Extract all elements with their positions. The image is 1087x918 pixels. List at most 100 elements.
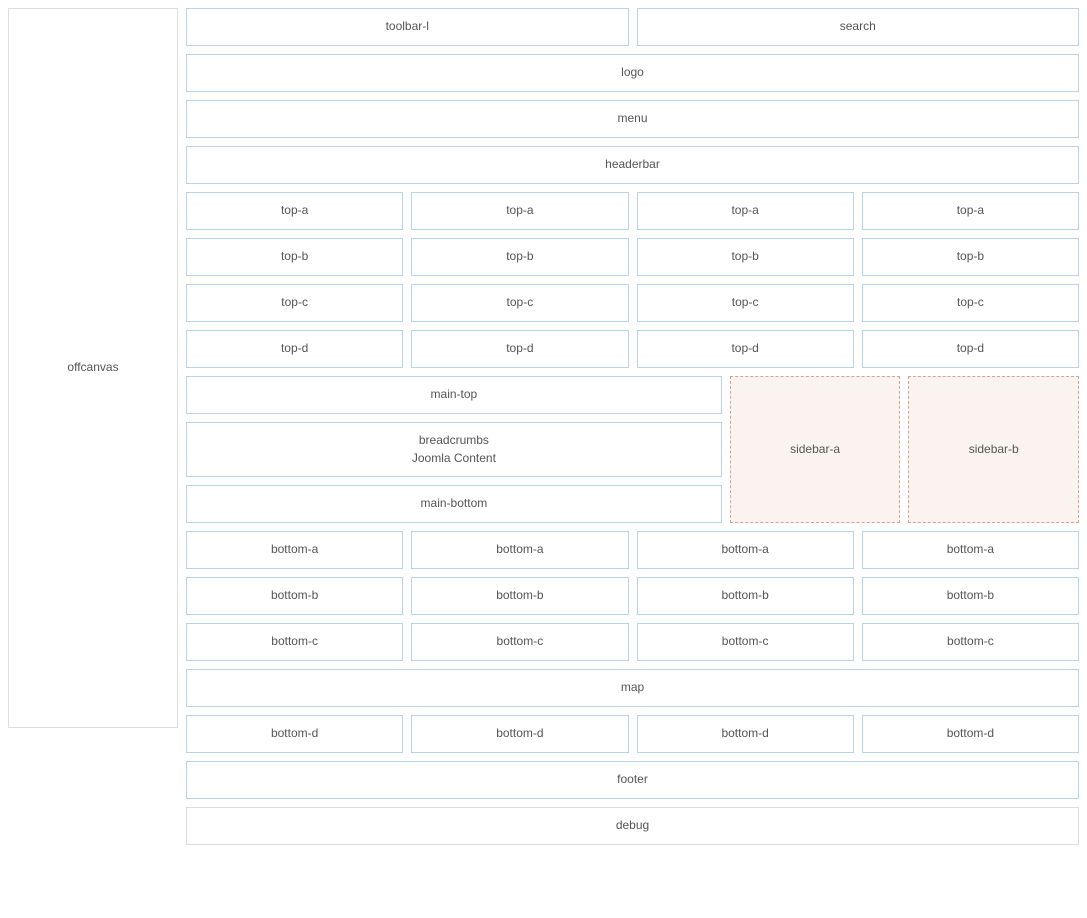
top-d-position: top-d [862,330,1079,368]
bottom-c-position: bottom-c [186,623,403,661]
main-top-label: main-top [431,387,478,403]
top-a-label: top-a [506,203,533,219]
bottom-d-position: bottom-d [637,715,854,753]
bottom-c-label: bottom-c [722,634,769,650]
map-label: map [621,680,644,696]
bottom-d-label: bottom-d [947,726,994,742]
main-column: toolbar-l search logo menu headerbar top… [186,8,1079,845]
top-b-position: top-b [862,238,1079,276]
main-bottom-position: main-bottom [186,485,722,523]
content-row: main-top breadcrumbs Joomla Content main… [186,376,1079,523]
bottom-d-position: bottom-d [186,715,403,753]
top-b-label: top-b [506,249,533,265]
sidebar-b-position: sidebar-b [908,376,1079,523]
top-a-row: top-a top-a top-a top-a [186,192,1079,230]
bottom-a-label: bottom-a [947,542,994,558]
bottom-b-label: bottom-b [721,588,768,604]
top-a-label: top-a [281,203,308,219]
top-b-row: top-b top-b top-b top-b [186,238,1079,276]
sidebar-a-position: sidebar-a [730,376,901,523]
bottom-d-row: bottom-d bottom-d bottom-d bottom-d [186,715,1079,753]
top-a-position: top-a [637,192,854,230]
bottom-b-position: bottom-b [411,577,628,615]
bottom-b-position: bottom-b [862,577,1079,615]
bottom-d-position: bottom-d [862,715,1079,753]
debug-position: debug [186,807,1079,845]
bottom-b-position: bottom-b [186,577,403,615]
top-d-label: top-d [281,341,308,357]
template-layout-diagram: offcanvas toolbar-l search logo menu hea… [8,8,1079,845]
bottom-d-position: bottom-d [411,715,628,753]
headerbar-label: headerbar [605,157,660,173]
search-position: search [637,8,1080,46]
bottom-d-label: bottom-d [721,726,768,742]
top-d-label: top-d [957,341,984,357]
component-area: breadcrumbs Joomla Content [186,422,722,477]
bottom-a-label: bottom-a [721,542,768,558]
sidebar-a-label: sidebar-a [790,442,840,458]
menu-label: menu [617,111,647,127]
top-d-row: top-d top-d top-d top-d [186,330,1079,368]
top-d-label: top-d [506,341,533,357]
joomla-content-label: Joomla Content [412,451,496,467]
map-position: map [186,669,1079,707]
content-main-area: main-top breadcrumbs Joomla Content main… [186,376,722,523]
bottom-c-position: bottom-c [637,623,854,661]
top-c-label: top-c [957,295,984,311]
bottom-d-label: bottom-d [271,726,318,742]
top-a-label: top-a [731,203,758,219]
top-b-label: top-b [957,249,984,265]
bottom-a-row: bottom-a bottom-a bottom-a bottom-a [186,531,1079,569]
bottom-b-label: bottom-b [271,588,318,604]
top-b-position: top-b [637,238,854,276]
breadcrumbs-label: breadcrumbs [419,433,489,449]
toolbar-l-position: toolbar-l [186,8,629,46]
bottom-c-label: bottom-c [271,634,318,650]
top-d-position: top-d [637,330,854,368]
top-c-label: top-c [507,295,534,311]
logo-label: logo [621,65,644,81]
top-b-label: top-b [281,249,308,265]
sidebar-b-label: sidebar-b [969,442,1019,458]
bottom-a-label: bottom-a [271,542,318,558]
sidebars-area: sidebar-a sidebar-b [730,376,1079,523]
bottom-c-label: bottom-c [947,634,994,650]
top-a-position: top-a [411,192,628,230]
top-c-position: top-c [637,284,854,322]
main-top-position: main-top [186,376,722,414]
bottom-c-position: bottom-c [862,623,1079,661]
top-c-position: top-c [411,284,628,322]
bottom-c-position: bottom-c [411,623,628,661]
top-b-position: top-b [411,238,628,276]
bottom-a-position: bottom-a [186,531,403,569]
bottom-a-position: bottom-a [637,531,854,569]
top-c-row: top-c top-c top-c top-c [186,284,1079,322]
footer-position: footer [186,761,1079,799]
offcanvas-position: offcanvas [8,8,178,728]
toolbar-row: toolbar-l search [186,8,1079,46]
logo-position: logo [186,54,1079,92]
toolbar-l-label: toolbar-l [386,19,429,35]
top-b-label: top-b [731,249,758,265]
top-c-label: top-c [732,295,759,311]
top-a-label: top-a [957,203,984,219]
bottom-a-position: bottom-a [411,531,628,569]
top-c-label: top-c [281,295,308,311]
top-d-position: top-d [411,330,628,368]
top-c-position: top-c [862,284,1079,322]
debug-label: debug [616,818,649,834]
main-bottom-label: main-bottom [421,496,488,512]
top-d-label: top-d [731,341,758,357]
offcanvas-label: offcanvas [67,360,118,376]
bottom-b-label: bottom-b [947,588,994,604]
bottom-c-label: bottom-c [497,634,544,650]
bottom-a-label: bottom-a [496,542,543,558]
search-label: search [840,19,876,35]
top-d-position: top-d [186,330,403,368]
top-a-position: top-a [186,192,403,230]
bottom-d-label: bottom-d [496,726,543,742]
offcanvas-column: offcanvas [8,8,178,845]
footer-label: footer [617,772,648,788]
bottom-a-position: bottom-a [862,531,1079,569]
top-a-position: top-a [862,192,1079,230]
